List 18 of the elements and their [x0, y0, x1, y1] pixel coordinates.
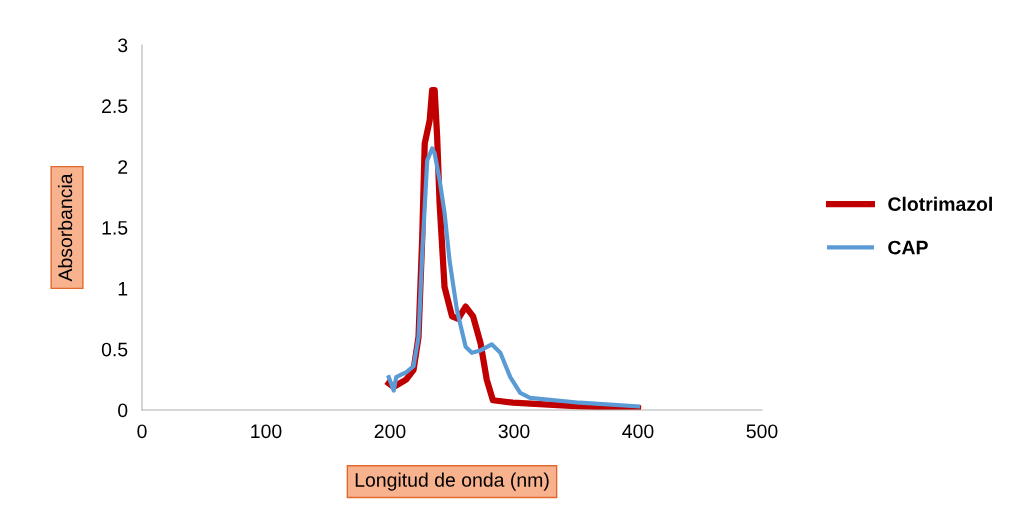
y-tick-label: 2	[118, 160, 128, 174]
x-axis-title: Longitud de onda (nm)	[355, 472, 549, 491]
x-tick-label: 400	[622, 424, 654, 439]
x-tick-label: 300	[498, 424, 530, 439]
legend-label: CAP	[888, 240, 928, 255]
y-tick-label: 0.5	[101, 342, 128, 357]
y-tick-label: 1.5	[102, 221, 128, 235]
x-tick-label: 100	[251, 424, 282, 439]
line-series	[386, 146, 641, 409]
y-tick-label: 1	[118, 282, 128, 296]
legend-label: Clotrimazol	[888, 196, 992, 212]
y-tick-label: 3	[118, 38, 128, 53]
y-tick-label: 0	[118, 403, 128, 418]
x-tick-label: 500	[746, 424, 778, 439]
y-tick-label: 2.5	[102, 99, 128, 114]
x-tick-label: 0	[137, 424, 147, 439]
x-tick-label: 200	[374, 424, 406, 439]
y-axis-title: Absorbancia	[57, 173, 73, 282]
